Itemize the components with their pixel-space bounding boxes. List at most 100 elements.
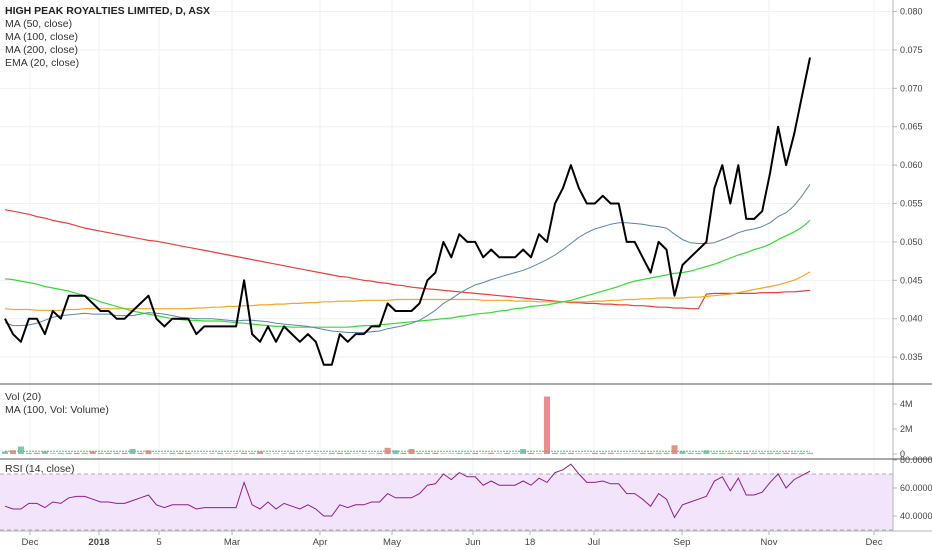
volume-bar [304, 453, 311, 454]
rsi-band [0, 474, 893, 530]
volume-bar [233, 453, 240, 454]
volume-bar [201, 453, 208, 454]
volume-bar [464, 452, 471, 455]
volume-bar [2, 451, 8, 454]
price-line [4, 57, 811, 366]
price-tick-label: 0.050 [900, 237, 923, 247]
volume-tick-label: 4M [900, 399, 913, 409]
volume-bar [607, 452, 614, 455]
volume-bar [767, 452, 774, 455]
ema20-line [4, 271, 811, 311]
volume-bar [89, 451, 96, 454]
volume-bar [73, 452, 80, 455]
volume-bar [368, 453, 375, 454]
legend-vol[interactable]: Vol (20) [5, 391, 42, 403]
price-tick-label: 0.060 [900, 160, 923, 170]
volume-bar [185, 452, 192, 455]
volume-bar [153, 453, 160, 454]
volume-bar [599, 452, 606, 455]
volume-bar [448, 453, 455, 454]
volume-bar [432, 452, 439, 455]
volume-bar [799, 452, 805, 455]
volume-bar [759, 452, 766, 455]
legend-ma50[interactable]: MA (50, close) [5, 18, 73, 30]
symbol-title[interactable]: HIGH PEAK ROYALTIES LIMITED, D, ASX [5, 5, 210, 17]
volume-bar [639, 452, 646, 455]
volume-bar [81, 452, 88, 455]
volume-bar [751, 452, 758, 455]
price-tick-label: 0.070 [900, 83, 923, 93]
volume-bar [615, 453, 622, 454]
time-tick-label: Jul [588, 537, 600, 548]
volume-bar [671, 445, 678, 455]
volume-legend: Vol (20) MA (100, Vol: Volume) [5, 391, 109, 417]
price-tick-label: 0.045 [900, 275, 923, 285]
time-tick-label: Dec [22, 537, 39, 548]
grid-lines [0, 0, 893, 530]
time-tick-label: 5 [156, 537, 161, 548]
volume-bar [400, 452, 407, 455]
volume-bar [591, 452, 598, 455]
volume-bar [719, 452, 726, 455]
volume-bar [25, 452, 32, 455]
volume-bar [663, 452, 670, 455]
volume-bar [18, 446, 24, 454]
legend-ma100[interactable]: MA (100, close) [5, 31, 78, 43]
time-tick-label: May [383, 537, 401, 548]
volume-bar [10, 450, 16, 455]
volume-bar [209, 453, 216, 454]
legend-ma200[interactable]: MA (200, close) [5, 44, 78, 56]
pane-borders [0, 0, 932, 532]
volume-bar [49, 453, 56, 454]
volume-bar [552, 452, 558, 455]
legend-ema20[interactable]: EMA (20, close) [5, 57, 80, 69]
volume-bar [257, 451, 264, 454]
volume-bar [496, 453, 503, 454]
volume-bar [504, 452, 511, 455]
legend-vol-ma[interactable]: MA (100, Vol: Volume) [5, 404, 109, 416]
volume-bar [711, 452, 718, 455]
volume-bar [336, 452, 343, 455]
close-path [4, 57, 811, 366]
price-axis[interactable]: 0.080 0.075 0.070 0.065 0.060 0.055 0.050 0.045… [893, 7, 923, 363]
volume-bar [273, 453, 279, 454]
volume-tick-label: 2M [900, 424, 913, 434]
time-tick-label: Nov [761, 537, 778, 548]
volume-bar [703, 450, 710, 455]
price-tick-label: 0.035 [900, 352, 923, 362]
rsi-tick-label: 60.0000 [900, 483, 932, 493]
volume-bar [695, 452, 702, 455]
main-legend: HIGH PEAK ROYALTIES LIMITED, D, ASX MA (… [5, 5, 210, 70]
price-tick-label: 0.040 [900, 314, 923, 324]
ma100-path [4, 219, 811, 328]
volume-bar [472, 452, 479, 455]
price-tick-label: 0.080 [900, 7, 923, 17]
volume-bar [783, 452, 790, 455]
ma200-line [4, 209, 811, 310]
volume-bar [392, 450, 399, 455]
volume-bar [655, 452, 662, 455]
time-tick-label: Sep [674, 537, 691, 548]
volume-bar [735, 452, 742, 455]
volume-bar [225, 453, 232, 454]
volume-bar [41, 451, 48, 454]
volume-bar [113, 452, 120, 455]
ma200-path [4, 209, 811, 310]
volume-bar [312, 453, 319, 454]
rsi-axis: 80.0000 60.0000 40.0000 [893, 455, 932, 521]
volume-bar [416, 452, 423, 455]
volume-bar [687, 452, 694, 455]
volume-bar [328, 452, 335, 455]
volume-bar [169, 452, 176, 455]
volume-bar [33, 452, 40, 455]
volume-bar [145, 450, 152, 455]
volume-bar [631, 453, 638, 454]
volume-bar [424, 452, 431, 455]
time-axis[interactable]: Dec 2018 5 Mar Apr May Jun 18 Jul Sep Nov Dec [22, 531, 883, 548]
price-tick-label: 0.075 [900, 45, 923, 55]
volume-bar [193, 453, 200, 454]
legend-rsi[interactable]: RSI (14, close) [5, 463, 75, 475]
volume-bar [57, 452, 64, 455]
time-tick-label: Apr [313, 537, 328, 548]
